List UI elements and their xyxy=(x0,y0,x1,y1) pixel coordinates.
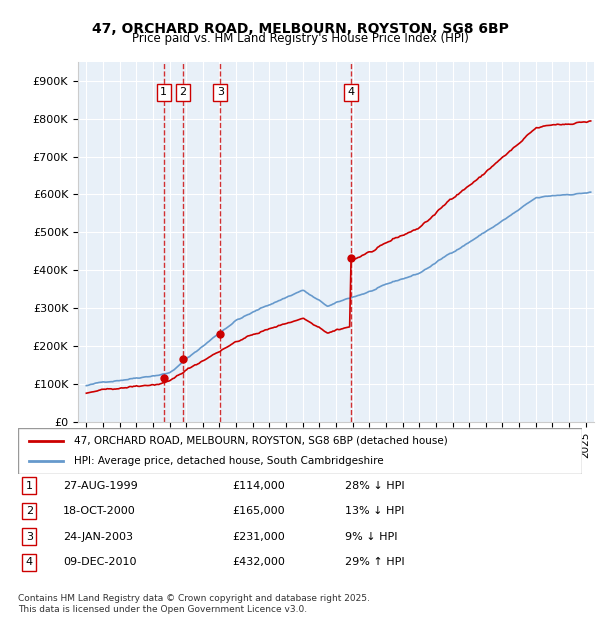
Text: 13% ↓ HPI: 13% ↓ HPI xyxy=(345,506,404,516)
Text: 24-JAN-2003: 24-JAN-2003 xyxy=(63,532,133,542)
Text: 47, ORCHARD ROAD, MELBOURN, ROYSTON, SG8 6BP (detached house): 47, ORCHARD ROAD, MELBOURN, ROYSTON, SG8… xyxy=(74,436,448,446)
Text: 2: 2 xyxy=(179,87,186,97)
Text: £114,000: £114,000 xyxy=(232,480,285,490)
Text: £231,000: £231,000 xyxy=(232,532,285,542)
Text: 9% ↓ HPI: 9% ↓ HPI xyxy=(345,532,398,542)
Text: 09-DEC-2010: 09-DEC-2010 xyxy=(63,557,137,567)
Text: 2: 2 xyxy=(26,506,33,516)
Text: 4: 4 xyxy=(26,557,33,567)
FancyBboxPatch shape xyxy=(18,428,582,474)
Text: 3: 3 xyxy=(26,532,33,542)
Text: 29% ↑ HPI: 29% ↑ HPI xyxy=(345,557,405,567)
Text: Price paid vs. HM Land Registry's House Price Index (HPI): Price paid vs. HM Land Registry's House … xyxy=(131,32,469,45)
Text: 4: 4 xyxy=(348,87,355,97)
Text: £165,000: £165,000 xyxy=(232,506,285,516)
Text: HPI: Average price, detached house, South Cambridgeshire: HPI: Average price, detached house, Sout… xyxy=(74,456,384,466)
Text: 28% ↓ HPI: 28% ↓ HPI xyxy=(345,480,405,490)
Text: 1: 1 xyxy=(160,87,167,97)
Text: 3: 3 xyxy=(217,87,224,97)
Text: 27-AUG-1999: 27-AUG-1999 xyxy=(63,480,138,490)
Text: Contains HM Land Registry data © Crown copyright and database right 2025.
This d: Contains HM Land Registry data © Crown c… xyxy=(18,595,370,614)
Text: 1: 1 xyxy=(26,480,33,490)
Text: £432,000: £432,000 xyxy=(232,557,285,567)
Text: 47, ORCHARD ROAD, MELBOURN, ROYSTON, SG8 6BP: 47, ORCHARD ROAD, MELBOURN, ROYSTON, SG8… xyxy=(92,22,508,36)
Text: 18-OCT-2000: 18-OCT-2000 xyxy=(63,506,136,516)
